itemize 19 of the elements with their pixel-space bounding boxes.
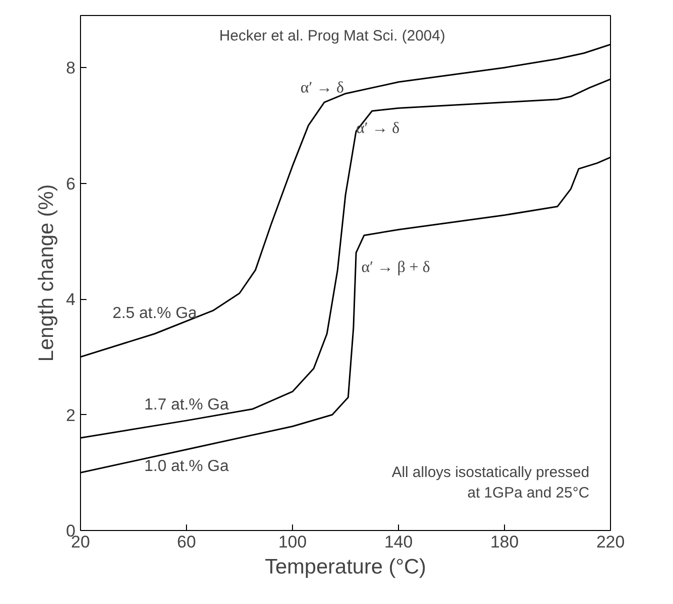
series-label: 2.5 at.% Ga	[112, 305, 198, 322]
x-tick-label: 180	[490, 532, 519, 552]
x-axis-title: Temperature (°C)	[264, 556, 426, 578]
series-label: 1.7 at.% Ga	[144, 396, 229, 414]
annotation: α′ → δ	[356, 120, 400, 138]
y-tick-label: 4	[66, 290, 76, 310]
y-tick-label: 6	[66, 174, 76, 194]
annotation: Hecker et al. Prog Mat Sci. (2004)	[219, 27, 446, 44]
series-label: 1.0 at.% Ga	[144, 458, 229, 476]
y-tick-label: 8	[66, 58, 76, 78]
x-tick-label: 100	[278, 532, 307, 552]
x-tick-label: 60	[177, 532, 196, 552]
y-axis-title: Length change (%)	[35, 184, 58, 362]
x-tick-label: 140	[384, 532, 413, 552]
annotation: α′ → β + δ	[361, 258, 430, 276]
annotation: All alloys isostatically pressed at 1GPa and 25°C	[392, 464, 590, 502]
annotation: α′ → δ	[300, 80, 344, 97]
y-tick-label: 2	[66, 406, 76, 425]
x-tick-label: 220	[596, 532, 625, 552]
